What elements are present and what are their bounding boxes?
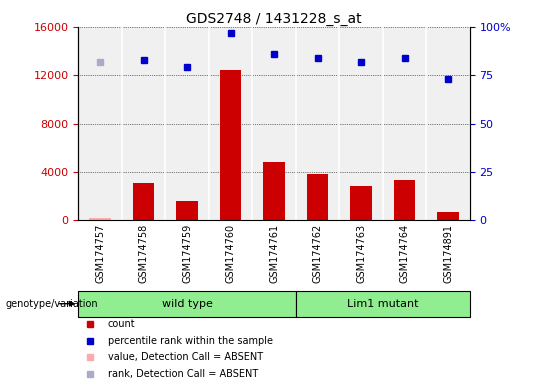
- Text: count: count: [107, 319, 136, 329]
- Text: percentile rank within the sample: percentile rank within the sample: [107, 336, 273, 346]
- Title: GDS2748 / 1431228_s_at: GDS2748 / 1431228_s_at: [186, 12, 362, 26]
- Text: wild type: wild type: [161, 299, 212, 309]
- Bar: [220, 70, 241, 220]
- Bar: [89, 218, 111, 220]
- Text: GSM174761: GSM174761: [269, 224, 279, 283]
- Bar: [133, 183, 154, 220]
- Bar: [78, 291, 296, 317]
- Bar: [263, 162, 285, 220]
- Bar: [176, 201, 198, 220]
- Text: GSM174762: GSM174762: [313, 224, 322, 283]
- Text: Lim1 mutant: Lim1 mutant: [347, 299, 418, 309]
- Text: GSM174758: GSM174758: [139, 224, 148, 283]
- Text: GSM174891: GSM174891: [443, 224, 453, 283]
- Text: GSM174764: GSM174764: [400, 224, 409, 283]
- Text: GSM174763: GSM174763: [356, 224, 366, 283]
- Text: genotype/variation: genotype/variation: [5, 299, 98, 309]
- Text: rank, Detection Call = ABSENT: rank, Detection Call = ABSENT: [107, 369, 258, 379]
- Bar: [296, 291, 470, 317]
- Bar: [437, 212, 459, 220]
- Bar: [394, 180, 415, 220]
- Bar: [307, 174, 328, 220]
- Bar: [350, 186, 372, 220]
- Text: GSM174760: GSM174760: [226, 224, 235, 283]
- Text: GSM174757: GSM174757: [95, 224, 105, 283]
- Text: GSM174759: GSM174759: [182, 224, 192, 283]
- Text: value, Detection Call = ABSENT: value, Detection Call = ABSENT: [107, 353, 263, 362]
